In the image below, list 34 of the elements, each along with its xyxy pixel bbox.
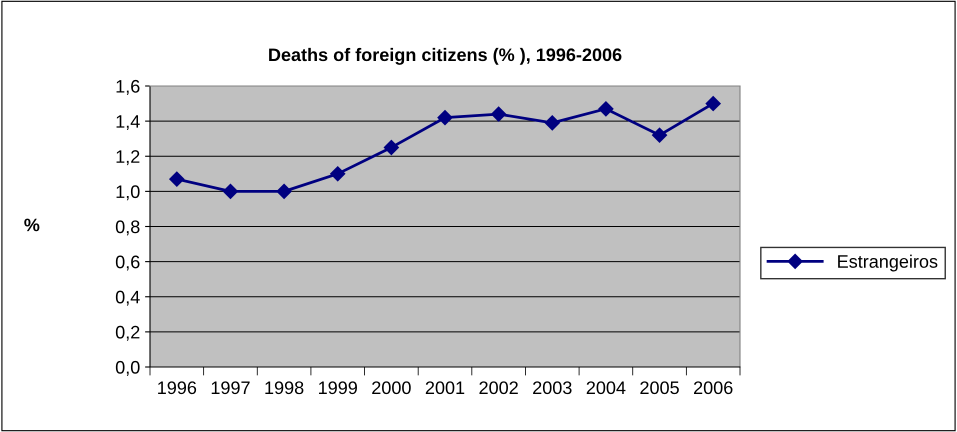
y-tick-label: 1,4 — [116, 115, 140, 130]
point — [222, 184, 238, 199]
x-tick-label: 1998 — [265, 381, 304, 394]
y-tick-label: 0,6 — [116, 256, 140, 270]
y-tick-label: 1,2 — [116, 150, 140, 166]
x-tick-label: 2005 — [640, 381, 679, 394]
legend-label: Estrangeiros — [838, 254, 938, 272]
x-tick-label: 2001 — [426, 381, 464, 394]
point — [437, 110, 453, 126]
x-tick-label: 2000 — [372, 381, 411, 394]
x-tick-label: 2004 — [586, 381, 626, 394]
y-tick-label: 0,2 — [116, 326, 140, 341]
x-tick-label: 1997 — [212, 381, 250, 394]
y-tick-label: 0,4 — [116, 290, 140, 306]
point — [491, 106, 506, 122]
point — [706, 96, 721, 112]
point — [598, 101, 614, 116]
point — [330, 166, 346, 182]
y-tick-label: 0,0 — [116, 360, 140, 376]
point — [652, 128, 668, 143]
x-tick-label: 1999 — [319, 381, 357, 394]
x-tick-label: 1996 — [158, 381, 196, 394]
y-axis-title: % — [24, 218, 40, 232]
y-tick-label: 1,0 — [116, 185, 140, 200]
point — [169, 172, 184, 187]
point — [384, 140, 399, 156]
point — [276, 184, 292, 199]
y-tick-label: 1,6 — [116, 80, 140, 95]
x-tick-label: 2006 — [694, 381, 732, 394]
y-tick-label: 0,8 — [116, 220, 140, 236]
point — [544, 115, 560, 130]
x-tick-label: 2002 — [479, 381, 518, 394]
chart-title: Deaths of foreign citizens (% ), 1996-2006 — [269, 48, 622, 65]
x-tick-label: 2003 — [533, 381, 572, 394]
